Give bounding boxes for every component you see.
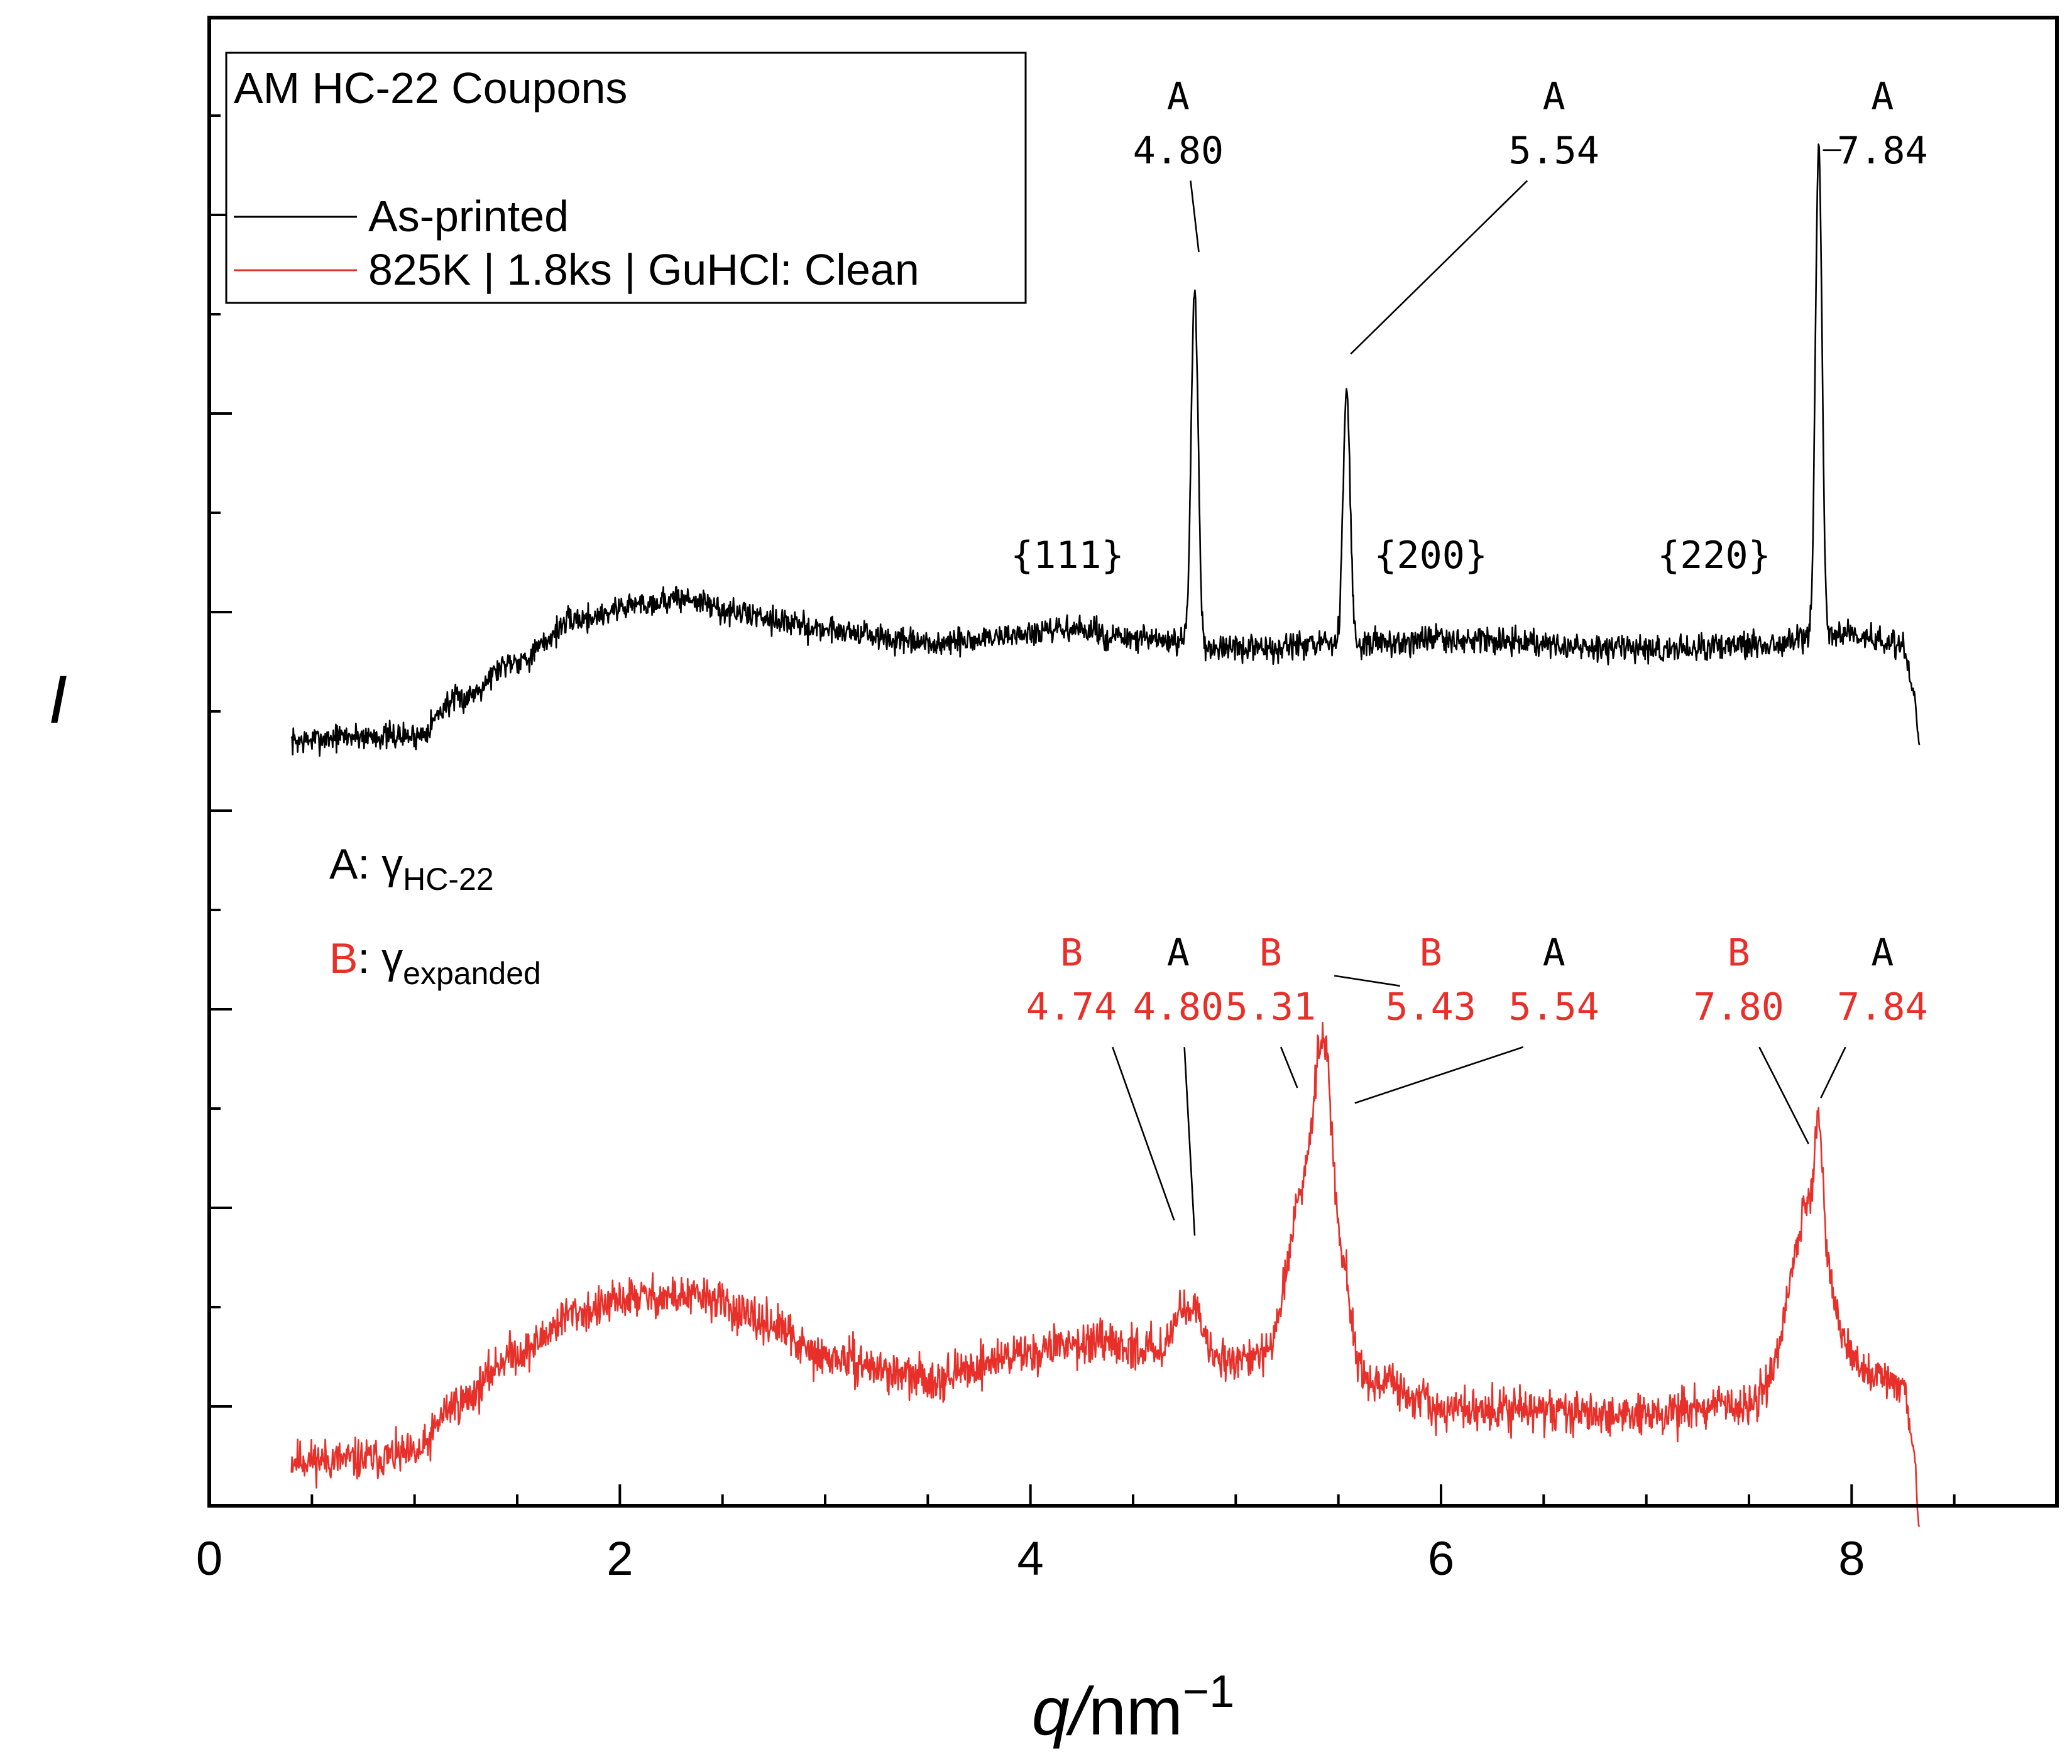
legend: AM HC-22 Coupons As-printed 825K | 1.8ks…: [225, 52, 1027, 304]
peak-leader-line: [1183, 1047, 1196, 1236]
peak-leader-line: [1758, 1046, 1809, 1144]
annotation-layer: A 4.80 A 5.54 A 7.84 B 4.74 A 4.80 B 5.31 B 5.43 A 5.54…: [1011, 75, 1928, 1236]
peak-phase-label: A: [1871, 931, 1894, 975]
x-axis-label-exponent: −1: [1183, 1667, 1234, 1717]
phase-key-a-subscript: HC-22: [403, 862, 493, 897]
x-tick-label: 4: [1017, 1532, 1044, 1586]
hkl-plane-label: {111}: [1011, 534, 1124, 578]
phase-key-b-letter: B: [329, 934, 358, 982]
peak-position-label: 7.80: [1693, 985, 1784, 1029]
x-axis-label: q/nm−1: [1032, 1667, 1234, 1749]
peak-phase-label: B: [1259, 931, 1282, 975]
legend-label-heat-treated: 825K | 1.8ks | GuHCl: Clean: [368, 245, 919, 294]
phase-key: A: γHC-22 B: γexpanded: [329, 840, 541, 991]
peak-position-label: 7.84: [1837, 985, 1928, 1029]
legend-box: [225, 52, 1027, 304]
peak-leader-line: [1112, 1046, 1175, 1221]
x-axis-label-unit: nm: [1088, 1673, 1183, 1749]
phase-key-a: A: γHC-22: [329, 840, 494, 897]
peak-phase-label: A: [1167, 75, 1190, 119]
peak-phase-label: A: [1167, 931, 1190, 975]
hkl-plane-label: {200}: [1374, 534, 1488, 578]
peak-leader-line: [1280, 1046, 1298, 1088]
phase-key-b: B: γexpanded: [329, 934, 541, 991]
peak-leader-line: [1350, 180, 1528, 355]
phase-key-b-sep: :: [358, 934, 381, 982]
peak-leader-line: [1354, 1046, 1524, 1104]
series-layer: [290, 143, 1921, 1528]
peak-phase-label: B: [1060, 931, 1083, 975]
hkl-plane-label: {220}: [1657, 534, 1771, 578]
legend-title: AM HC-22 Coupons: [234, 63, 627, 112]
phase-key-a-letter: A: [329, 840, 358, 888]
tick-layer: 0 2 4 6 8: [196, 114, 2058, 1586]
y-axis-label: I: [48, 661, 67, 737]
peak-position-label: 5.43: [1385, 985, 1476, 1029]
peak-phase-label: B: [1420, 931, 1442, 975]
x-tick-label: 8: [1838, 1532, 1865, 1586]
peak-phase-label: A: [1871, 75, 1894, 119]
x-axis-label-symbol: q: [1032, 1673, 1070, 1749]
peak-leader-line: [1820, 1046, 1846, 1098]
series-line-as-printed: [290, 143, 1921, 757]
peak-position-label: 5.54: [1508, 129, 1599, 173]
peak-position-label: 4.80: [1133, 129, 1224, 173]
peak-position-label: 7.84: [1837, 129, 1928, 173]
x-tick-label: 2: [606, 1532, 633, 1586]
legend-label-as-printed: As-printed: [368, 192, 569, 241]
phase-key-a-sep: :: [358, 840, 381, 888]
peak-leader-line: [1334, 975, 1400, 987]
peak-position-label: 4.80: [1133, 985, 1224, 1029]
peak-position-label: 5.31: [1225, 985, 1317, 1029]
x-tick-label: 6: [1428, 1532, 1454, 1586]
peak-leader-line: [1190, 180, 1200, 253]
peak-position-label: 4.74: [1026, 985, 1117, 1029]
phase-key-a-symbol: γ: [381, 840, 403, 888]
series-line-heat-treated: [290, 1021, 1921, 1528]
peak-phase-label: A: [1543, 931, 1565, 975]
peak-phase-label: B: [1728, 931, 1750, 975]
phase-key-b-symbol: γ: [381, 934, 403, 982]
peak-phase-label: A: [1543, 75, 1565, 119]
phase-key-b-subscript: expanded: [403, 956, 541, 991]
x-tick-label: 0: [196, 1532, 222, 1586]
peak-position-label: 5.54: [1508, 985, 1599, 1029]
